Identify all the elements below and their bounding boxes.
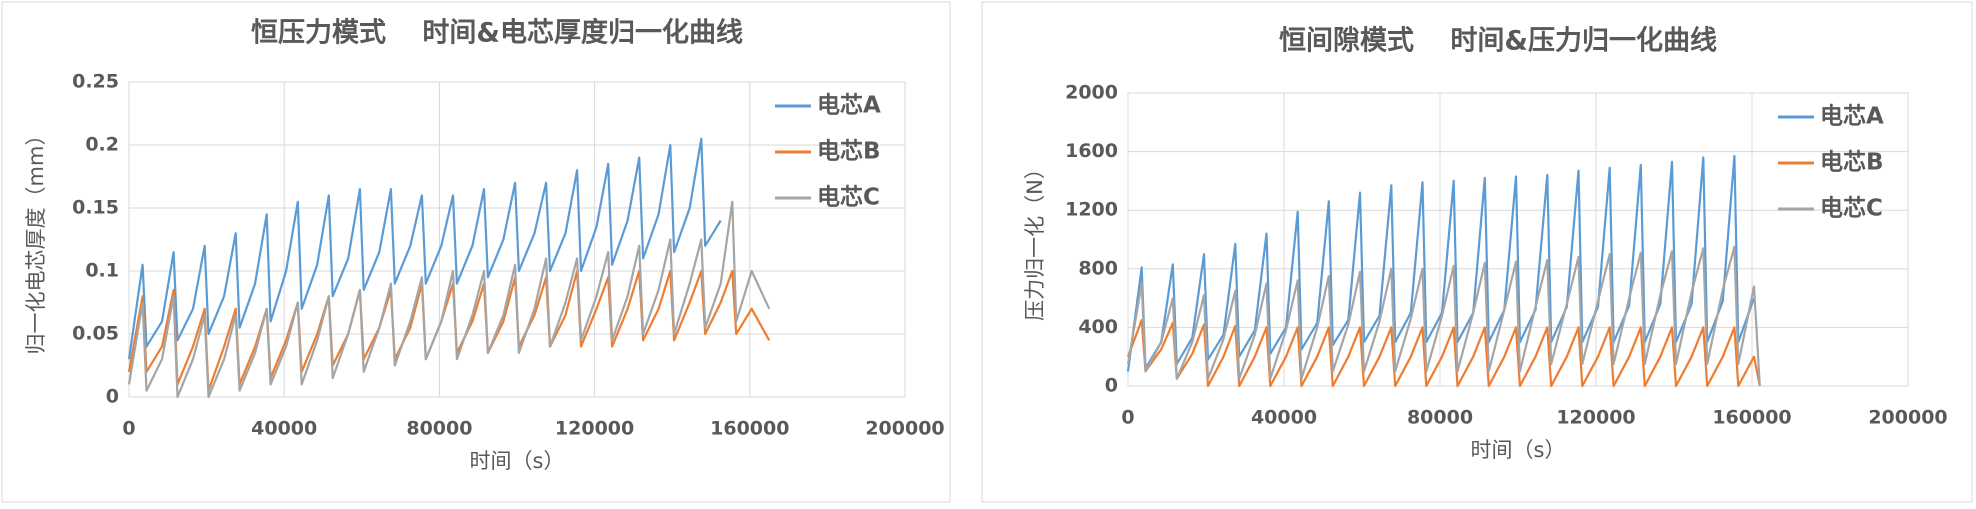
- y-tick-label: 800: [1078, 257, 1118, 279]
- chart-title: 恒压力模式 时间&电芯厚度归一化曲线: [251, 17, 743, 49]
- x-axis-label: 时间（s）: [1471, 438, 1566, 462]
- x-tick-label: 80000: [1407, 407, 1473, 429]
- legend-label: 电芯B: [817, 138, 881, 165]
- legend-label: 电芯C: [817, 184, 880, 211]
- y-tick-label: 400: [1078, 316, 1118, 338]
- y-tick-label: 1600: [1065, 140, 1118, 162]
- series-line: [127, 200, 771, 399]
- x-tick-label: 0: [1121, 407, 1134, 429]
- y-axis-label: 压力归一化（N）: [1023, 158, 1047, 321]
- chart-panel: 0 400 800 1200 1600 2000 0 40000 80000 120000 1600…: [981, 1, 1973, 503]
- legend-label: 电芯A: [817, 92, 881, 119]
- plot-border: [1127, 92, 1909, 387]
- y-tick-label: 0.1: [85, 260, 119, 282]
- series-line: [127, 137, 722, 360]
- y-tick-label: 0.25: [72, 71, 119, 93]
- panel-border: [981, 1, 1973, 503]
- x-tick-label: 160000: [1712, 407, 1791, 429]
- x-tick-label: 200000: [1868, 407, 1947, 429]
- x-tick-label: 40000: [1251, 407, 1317, 429]
- y-tick-label: 2000: [1065, 82, 1118, 104]
- chart-panel: 0 0.05 0.1 0.15 0.2 0.25 0 40000 80000 120000 1600…: [1, 1, 951, 503]
- x-tick-label: 120000: [555, 418, 634, 440]
- y-tick-label: 0: [1105, 375, 1118, 397]
- y-tick-label: 0.05: [72, 323, 119, 345]
- legend-label: 电芯C: [1820, 195, 1883, 222]
- x-tick-label: 160000: [710, 418, 789, 440]
- plot-border: [128, 81, 906, 398]
- y-tick-label: 0.15: [72, 197, 119, 219]
- y-axis-label: 归一化电芯厚度（mm）: [24, 125, 48, 355]
- x-tick-label: 40000: [251, 418, 317, 440]
- x-tick-label: 0: [122, 418, 135, 440]
- x-tick-label: 80000: [406, 418, 472, 440]
- legend-label: 电芯B: [1820, 149, 1884, 176]
- chart-title: 恒间隙模式 时间&压力归一化曲线: [1279, 26, 1717, 57]
- y-tick-label: 0.2: [85, 134, 119, 156]
- panel-border: [1, 1, 951, 503]
- legend-label: 电芯A: [1820, 103, 1884, 130]
- series-line: [1126, 245, 1761, 387]
- series-line: [1126, 319, 1761, 388]
- x-tick-label: 120000: [1556, 407, 1635, 429]
- y-tick-label: 0: [106, 386, 119, 408]
- x-tick-label: 200000: [865, 418, 944, 440]
- x-axis-label: 时间（s）: [470, 449, 565, 473]
- y-tick-label: 1200: [1065, 199, 1118, 221]
